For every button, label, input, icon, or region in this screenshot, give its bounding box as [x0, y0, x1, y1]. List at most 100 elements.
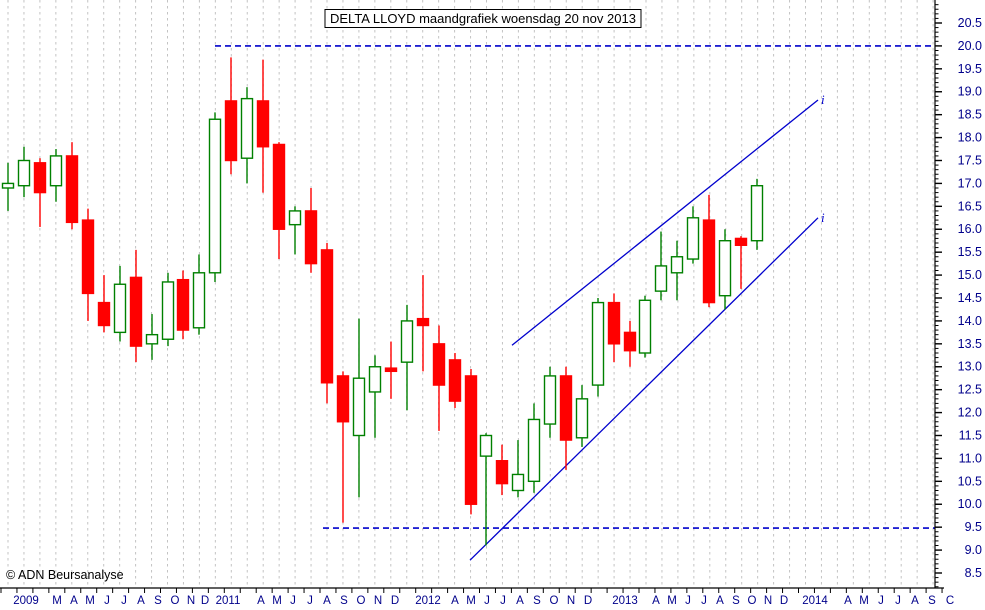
candle-17: [272, 143, 286, 230]
x-axis-label: A: [716, 595, 724, 607]
candle-5: [81, 219, 95, 295]
x-axis-label: M: [272, 595, 282, 607]
x-axis-label: O: [550, 595, 559, 607]
candle-31: [495, 460, 509, 485]
y-axis-label: 13.5: [958, 337, 982, 351]
candle-41: [654, 265, 668, 292]
x-axis-label: 2013: [612, 595, 638, 607]
x-axis-label: D: [584, 595, 592, 607]
candle-36: [575, 398, 589, 439]
candle-20: [320, 249, 334, 384]
candle-2: [33, 162, 47, 194]
candle-32: [511, 473, 525, 492]
candle-7: [113, 283, 127, 334]
y-axis-label: 10.5: [958, 474, 982, 488]
candle-6: [97, 301, 111, 327]
candle-37: [591, 301, 605, 386]
candle-30: [479, 434, 493, 457]
candle-15: [240, 97, 254, 159]
y-axis-label: 10.0: [958, 497, 982, 511]
x-axis-label: O: [357, 595, 366, 607]
x-axis-label: J: [484, 595, 490, 607]
x-axis-label: J: [500, 595, 506, 607]
x-axis-label: D: [780, 595, 788, 607]
y-axis-label: 17.5: [958, 153, 982, 167]
x-axis-label: J: [685, 595, 691, 607]
trend-line: [469, 217, 819, 561]
candle-28: [448, 359, 462, 402]
x-axis-label: A: [257, 595, 265, 607]
y-axis-label: 12.0: [958, 406, 982, 420]
x-axis-label: J: [307, 595, 313, 607]
x-axis-label: J: [290, 595, 296, 607]
candle-21: [336, 375, 350, 423]
y-axis-label: 8.5: [965, 566, 982, 580]
candle-25: [400, 320, 414, 363]
x-axis-label: N: [374, 595, 382, 607]
x-axis-label: N: [567, 595, 575, 607]
candle-14: [224, 100, 238, 162]
x-axis-label: A: [516, 595, 524, 607]
candle-11: [176, 278, 190, 331]
y-axis-label: 15.5: [958, 245, 982, 259]
y-axis-label: 18.0: [958, 131, 982, 145]
candle-9: [145, 333, 159, 345]
candle-4: [65, 155, 79, 224]
trend-line-label: i: [821, 92, 825, 107]
candle-42: [670, 256, 684, 274]
x-axis-label: M: [859, 595, 869, 607]
x-axis-label: J: [878, 595, 884, 607]
candle-29: [464, 375, 478, 505]
y-axis-label: 12.5: [958, 383, 982, 397]
x-axis-label: 2014: [802, 595, 828, 607]
candle-26: [416, 317, 430, 327]
x-axis-label: A: [70, 595, 78, 607]
candle-12: [192, 272, 206, 329]
candle-44: [702, 219, 716, 304]
x-axis-label: N: [764, 595, 772, 607]
candle-23: [368, 366, 382, 393]
x-axis-label: S: [533, 595, 541, 607]
y-axis-label: 9.5: [965, 520, 982, 534]
x-axis-label: J: [701, 595, 707, 607]
x-axis-label: A: [911, 595, 919, 607]
trend-line: [511, 99, 819, 346]
y-axis-label: 20.5: [958, 16, 982, 30]
y-axis-label: 18.5: [958, 108, 982, 122]
x-axis-label: D: [201, 595, 209, 607]
candle-8: [129, 276, 143, 347]
candle-46: [734, 237, 748, 246]
x-axis-label: M: [85, 595, 95, 607]
candle-1: [17, 159, 31, 187]
y-axis-label: 16.5: [958, 199, 982, 213]
candle-24: [384, 367, 398, 373]
x-axis-label: C: [946, 595, 954, 607]
candle-33: [527, 418, 541, 483]
x-axis-label: A: [652, 595, 660, 607]
x-axis-label: A: [323, 595, 331, 607]
candle-45: [718, 240, 732, 297]
candle-22: [352, 377, 366, 437]
x-axis-label: A: [844, 595, 852, 607]
y-axis-label: 14.0: [958, 314, 982, 328]
candle-34: [543, 375, 557, 425]
candle-35: [559, 375, 573, 441]
candle-47: [750, 185, 764, 242]
trend-line-label: i: [821, 210, 825, 225]
y-axis-label: 19.5: [958, 62, 982, 76]
candle-38: [607, 301, 621, 345]
candle-43: [686, 217, 700, 260]
x-axis-label: M: [466, 595, 476, 607]
x-axis-label: S: [154, 595, 162, 607]
x-axis-label: 2011: [216, 595, 241, 607]
y-axis-label: 14.5: [958, 291, 982, 305]
x-axis-label: N: [187, 595, 195, 607]
x-axis-label: M: [667, 595, 677, 607]
candle-27: [432, 343, 446, 386]
y-axis-label: 15.0: [958, 268, 982, 282]
x-axis-label: S: [340, 595, 348, 607]
candle-19: [304, 210, 318, 265]
x-axis-label: S: [732, 595, 740, 607]
x-axis-label: J: [895, 595, 901, 607]
